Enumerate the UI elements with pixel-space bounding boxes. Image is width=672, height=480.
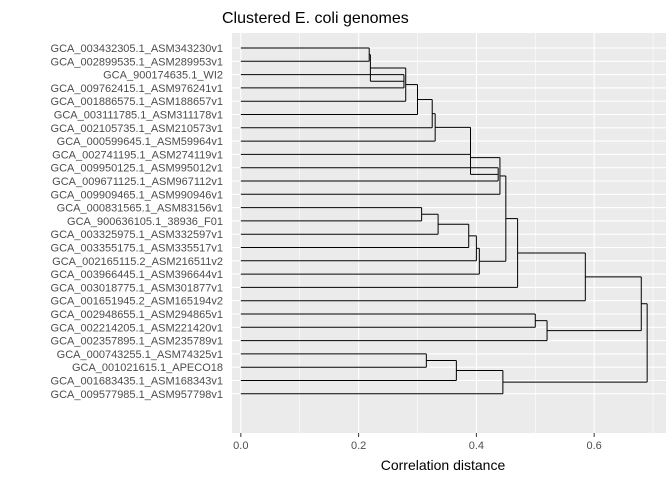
leaf-label: GCA_001651945.2_ASM165194v2 (51, 296, 223, 308)
leaf-label: GCA_001683435.1_ASM168343v1 (51, 376, 223, 388)
leaf-label: GCA_003018775.1_ASM301877v1 (51, 282, 223, 294)
leaf-label: GCA_003355175.1_ASM335517v1 (51, 243, 223, 255)
x-tick-label: 0.4 (469, 440, 484, 452)
leaf-label: GCA_003966445.1_ASM396644v1 (51, 269, 223, 281)
leaf-label: GCA_009577985.1_ASM957798v1 (51, 389, 223, 401)
leaf-label: GCA_900174635.1_WI2 (103, 70, 223, 82)
leaf-label: GCA_000831565.1_ASM83156v1 (57, 203, 223, 215)
leaf-label: GCA_003325975.1_ASM332597v1 (51, 229, 223, 241)
leaf-label: GCA_000743255.1_ASM74325v1 (57, 349, 223, 361)
leaf-label: GCA_002214205.1_ASM221420v1 (51, 322, 223, 334)
dendrogram-segments (240, 47, 648, 395)
plot-panel (232, 33, 666, 433)
leaf-label: GCA_002899535.1_ASM289953v1 (51, 56, 223, 68)
leaf-labels: GCA_003432305.1_ASM343230v1GCA_002899535… (51, 43, 223, 401)
leaf-label: GCA_009671125.1_ASM967112v1 (52, 176, 223, 188)
leaf-label: GCA_002948655.1_ASM294865v1 (51, 309, 223, 321)
leaf-label: GCA_002741195.1_ASM274119v1 (52, 149, 223, 161)
leaf-label: GCA_001021615.1_APECO18 (72, 362, 223, 374)
leaf-label: GCA_000599645.1_ASM59964v1 (57, 136, 223, 148)
x-axis-title: Correlation distance (381, 457, 506, 473)
leaf-label: GCA_002357895.1_ASM235789v1 (51, 336, 223, 348)
x-tick-label: 0.0 (233, 440, 248, 452)
x-tick-label: 0.6 (587, 440, 602, 452)
leaf-label: GCA_002165115.2_ASM216511v2 (52, 256, 223, 268)
leaf-label: GCA_001886575.1_ASM188657v1 (51, 96, 223, 108)
leaf-label: GCA_009950125.1_ASM995012v1 (51, 163, 223, 175)
leaf-label: GCA_009762415.1_ASM976241v1 (51, 83, 223, 95)
leaf-label: GCA_003432305.1_ASM343230v1 (51, 43, 223, 55)
leaf-label: GCA_900636105.1_38936_F01 (67, 216, 223, 228)
x-axis: 0.0 0.2 0.4 0.6 (233, 433, 602, 452)
leaf-label: GCA_003111785.1_ASM311178v1 (54, 110, 223, 122)
leaf-label: GCA_002105735.1_ASM210573v1 (51, 123, 223, 135)
chart-title: Clustered E. coli genomes (222, 10, 409, 27)
leaf-label: GCA_009909465.1_ASM990946v1 (51, 189, 223, 201)
x-tick-label: 0.2 (351, 440, 366, 452)
